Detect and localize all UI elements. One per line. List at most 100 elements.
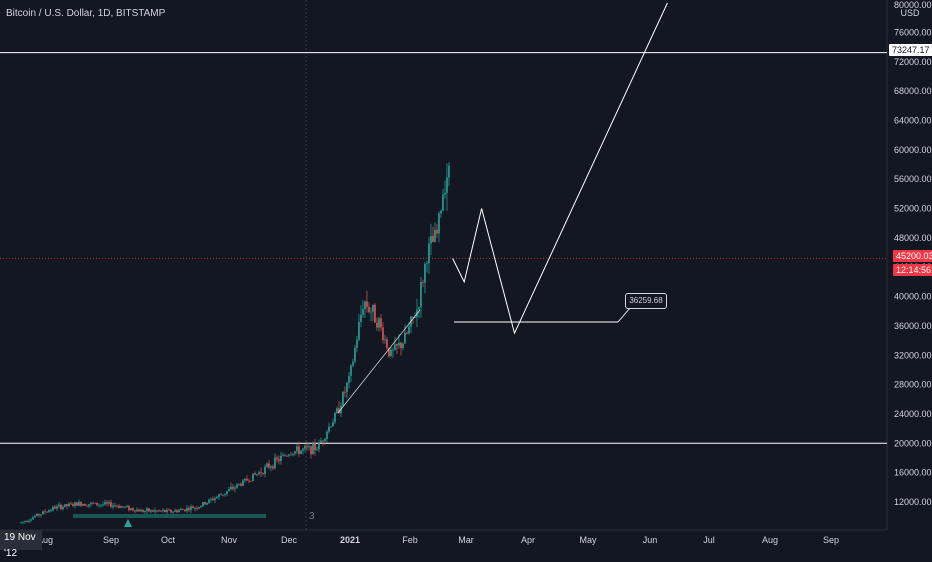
candle-body	[300, 450, 302, 454]
candle-body	[218, 494, 220, 497]
candle-body	[256, 474, 258, 475]
candle-body	[198, 507, 200, 509]
candle-body	[444, 192, 446, 195]
candle-body	[320, 440, 322, 443]
candle-body	[154, 510, 156, 512]
date-range-highlight[interactable]	[73, 514, 266, 518]
candle-body	[114, 505, 116, 507]
candle-body	[66, 504, 68, 507]
candle-body	[412, 316, 414, 318]
candle-body	[440, 210, 442, 214]
price-tick-label: 76000.00	[894, 27, 932, 37]
price-tick-label: 24000.00	[894, 409, 932, 419]
time-tick-label: Jun	[643, 535, 658, 545]
candle-body	[128, 506, 130, 511]
candle-body	[86, 505, 88, 507]
candle-body	[312, 442, 314, 455]
candle-body	[362, 309, 364, 315]
candle-body	[52, 506, 54, 511]
candle-body	[408, 326, 410, 334]
candle-body	[24, 521, 26, 522]
candle-body	[44, 511, 46, 513]
crosshair-date-label: 19 Nov '12	[0, 530, 42, 559]
candle-body	[252, 473, 254, 482]
candle-body	[78, 502, 80, 506]
candle-body	[158, 510, 160, 512]
candle-body	[398, 342, 400, 346]
candle-body	[204, 502, 206, 505]
candle-body	[30, 519, 32, 521]
candle-body	[148, 508, 150, 512]
candle-body	[228, 489, 230, 492]
candle-body	[306, 446, 308, 448]
candle-body	[132, 508, 134, 511]
candle-body	[212, 498, 214, 501]
candle-body	[286, 455, 288, 457]
candle-body	[332, 422, 334, 427]
candle-body	[436, 229, 438, 234]
candle-body	[82, 504, 84, 506]
candle-body	[50, 510, 52, 512]
candle-body	[370, 311, 372, 313]
candle-body	[124, 506, 126, 508]
candle-body	[268, 463, 270, 468]
candle-body	[166, 509, 168, 512]
candle-body	[290, 454, 292, 456]
projection-path[interactable]	[452, 2, 668, 335]
candle-body	[134, 510, 136, 512]
time-tick-label: Aug	[37, 535, 53, 545]
price-tick-label: 20000.00	[894, 438, 932, 448]
candle-body	[64, 504, 66, 507]
price-tick-label: 32000.00	[894, 350, 932, 360]
callout-pointer	[617, 307, 638, 323]
candle-body	[170, 509, 172, 513]
candle-body	[406, 332, 408, 334]
price-tick-label: 52000.00	[894, 204, 932, 214]
time-tick-label: May	[579, 535, 597, 545]
candle-body	[208, 499, 210, 503]
candle-body	[94, 502, 96, 504]
candle-body	[84, 504, 86, 506]
candle-body	[216, 496, 218, 499]
candle-body	[162, 509, 164, 511]
candle-body	[56, 506, 58, 509]
candle-body	[20, 522, 22, 524]
candle-body	[314, 442, 316, 451]
candle-body	[138, 509, 140, 512]
candle-body	[394, 344, 396, 350]
candle-body	[226, 491, 228, 494]
candle-body	[258, 472, 260, 475]
price-tick-label: 12000.00	[894, 497, 932, 507]
range-marker-icon	[124, 519, 132, 527]
time-tick-label: Apr	[521, 535, 535, 545]
candle-body	[360, 314, 362, 322]
candle-body	[364, 301, 366, 310]
candle-body	[438, 213, 440, 234]
candle-body	[350, 365, 352, 376]
candle-body	[230, 486, 232, 490]
candle-body	[186, 507, 188, 512]
candle-body	[378, 318, 380, 328]
candle-body	[260, 472, 262, 474]
price-callout[interactable]: 36259.68	[625, 293, 667, 309]
candle-body	[376, 322, 378, 328]
candle-body	[272, 466, 274, 469]
candle-body	[108, 502, 110, 504]
price-axis-currency: USD	[900, 8, 920, 18]
candle-body	[422, 281, 424, 283]
candle-body	[390, 349, 392, 357]
candle-body	[358, 321, 360, 340]
candle-body	[46, 511, 48, 513]
candle-body	[346, 382, 348, 392]
candle-body	[90, 502, 92, 505]
trend-line[interactable]	[337, 309, 421, 414]
candle-body	[68, 503, 70, 507]
chart-title: Bitcoin / U.S. Dollar, 1D, BITSTAMP	[6, 8, 166, 19]
candle-body	[130, 508, 132, 511]
candle-body	[156, 510, 158, 512]
candle-body	[214, 498, 216, 501]
candle-body	[296, 446, 298, 452]
candle-body	[232, 486, 234, 489]
candle-body	[334, 413, 336, 423]
